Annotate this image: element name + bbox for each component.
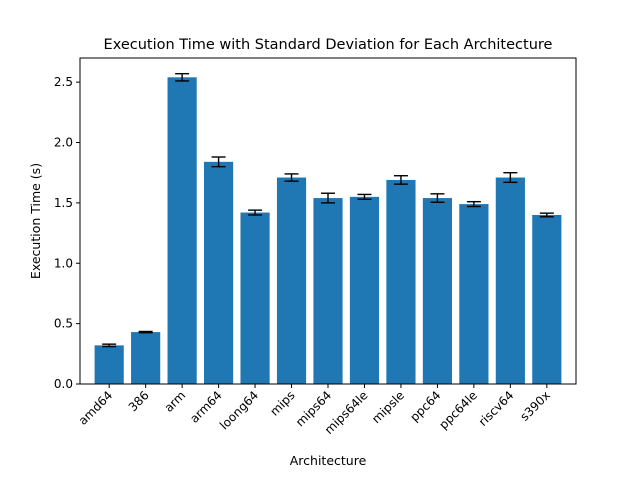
chart-title: Execution Time with Standard Deviation f… — [104, 37, 553, 53]
bar-amd64 — [94, 345, 124, 384]
bar-arm64 — [204, 161, 234, 384]
bar-mips64 — [313, 198, 343, 384]
bar-mipsle — [386, 179, 416, 384]
x-axis-label: Architecture — [290, 453, 367, 468]
bar-ppc64le — [459, 204, 489, 384]
bar-loong64 — [240, 212, 270, 384]
bar-ppc64 — [422, 198, 452, 384]
plot-frame — [79, 57, 577, 385]
y-tick-label: 2.0 — [54, 136, 73, 150]
bar-s390x — [532, 214, 562, 384]
bar-386 — [131, 332, 161, 384]
y-tick-label: 1.0 — [54, 256, 73, 270]
y-tick-label: 0.5 — [54, 317, 73, 331]
y-tick-label: 2.5 — [54, 75, 73, 89]
y-tick-label: 0.0 — [54, 377, 73, 391]
y-axis-label: Execution Time (s) — [28, 163, 43, 279]
bar-riscv64 — [495, 177, 525, 384]
y-tick-label: 1.5 — [54, 196, 73, 210]
bar-mips64le — [349, 196, 380, 384]
bar-mips — [276, 177, 307, 384]
bar-arm — [167, 77, 197, 385]
